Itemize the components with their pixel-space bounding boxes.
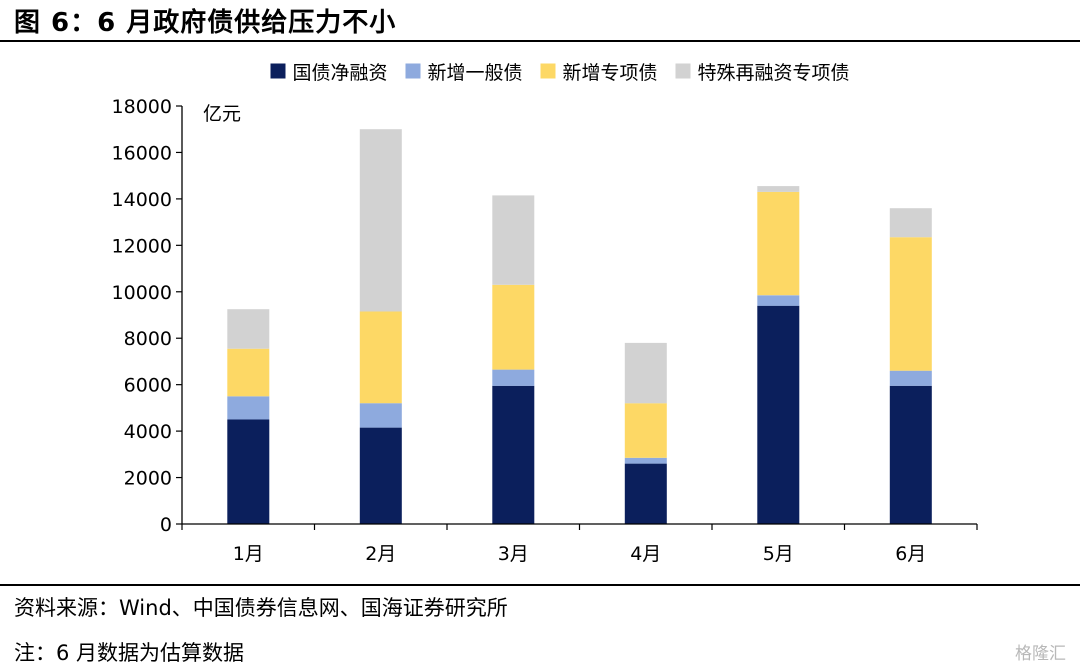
y-tick-label: 8000 [124,328,172,350]
bar-segment [227,309,270,349]
bar-segment [492,385,535,524]
bar-segment [889,370,932,386]
y-tick-label: 0 [160,514,172,536]
bar-segment [492,369,535,386]
chart-axes [181,106,977,525]
bar-segment [624,342,667,404]
bar-segment [889,237,932,371]
title-divider [0,40,1080,42]
bar-segment [624,457,667,464]
x-tick-label: 4月 [630,543,661,565]
bar-segment [757,305,800,524]
y-tick-label: 6000 [124,375,172,397]
legend-swatch [270,63,286,79]
bar-segment [227,348,270,397]
legend-swatch [405,63,421,79]
legend-label: 新增一般债 [428,62,523,84]
source-divider [0,584,1080,586]
bar-group [227,129,932,524]
y-axis-ticks: 0 2000 4000 6000 8000 10000 12000 14000 16000 180… [112,96,182,536]
bar-segment [492,195,535,285]
y-tick-label: 16000 [112,142,172,164]
source-note: 资料来源：Wind、中国债券信息网、国海证券研究所 [14,596,508,620]
bar-segment [359,403,402,428]
figure-title: 图 6：6 月政府债供给压力不小 [14,8,397,38]
bar-segment [757,186,800,192]
y-tick-label: 12000 [112,235,172,257]
bar-segment [889,208,932,238]
legend-label: 国债净融资 [293,62,388,84]
watermark-logo: 格隆汇 [1015,644,1066,664]
bar-segment [492,284,535,370]
bar-segment [359,427,402,524]
footnote: 注：6 月数据为估算数据 [14,641,245,665]
x-tick-label: 5月 [763,543,794,565]
bar-segment [227,396,270,420]
chart-legend: 国债净融资 新增一般债 新增专项债 特殊再融资专项债 [270,62,850,84]
y-axis-unit-label: 亿元 [203,103,241,125]
bar-segment [359,311,402,404]
bar-segment [227,419,270,524]
y-tick-label: 4000 [124,421,172,443]
y-tick-label: 18000 [112,96,172,118]
legend-label: 新增专项债 [563,62,658,84]
x-tick-label: 3月 [498,543,529,565]
bar-segment [757,191,800,296]
y-tick-label: 2000 [124,468,172,490]
x-tick-label: 6月 [895,543,926,565]
x-tick-label: 1月 [233,543,264,565]
bar-segment [624,403,667,458]
bar-segment [624,463,667,524]
bar-segment [889,385,932,524]
legend-swatch [675,63,691,79]
x-tick-label: 2月 [365,543,396,565]
y-tick-label: 14000 [112,189,172,211]
y-tick-label: 10000 [112,282,172,304]
x-axis-ticks: 1月 2月 3月 4月 5月 6月 [181,524,978,565]
stacked-bar-chart: 国债净融资 新增一般债 新增专项债 特殊再融资专项债 0 2000 4000 6000 800… [112,62,978,565]
bar-segment [757,295,800,306]
bar-segment [359,129,402,312]
legend-label: 特殊再融资专项债 [698,62,850,84]
legend-swatch [540,63,556,79]
